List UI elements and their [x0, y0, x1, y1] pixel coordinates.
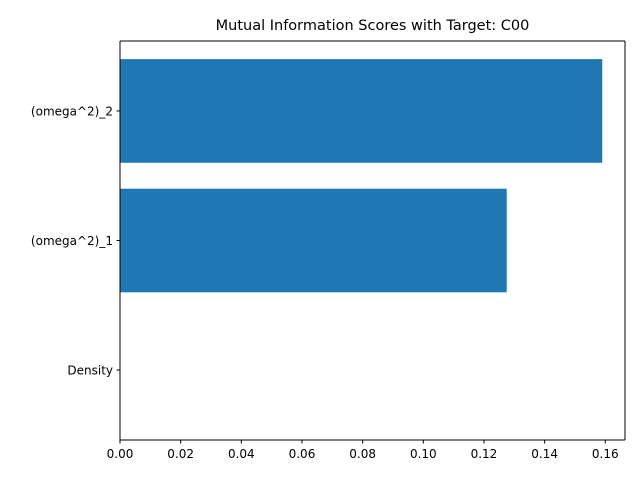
- y-tick-label: (omega^2)_2: [31, 104, 113, 118]
- bar-1: [120, 188, 507, 293]
- bar-2: [120, 59, 603, 163]
- x-tick-label: 0.14: [531, 447, 558, 461]
- x-tick-label: 0.06: [289, 447, 316, 461]
- bars-layer: [120, 59, 603, 293]
- x-tick-label: 0.08: [349, 447, 376, 461]
- y-tick-label: Density: [67, 363, 113, 377]
- x-tick-label: 0.00: [107, 447, 134, 461]
- x-tick-label: 0.16: [592, 447, 619, 461]
- x-axis-ticks: 0.00 0.02 0.04 0.06 0.08 0.10 0.12 0.14 0.16: [107, 440, 619, 461]
- x-tick-label: 0.02: [167, 447, 194, 461]
- x-tick-label: 0.04: [228, 447, 255, 461]
- chart-title: Mutual Information Scores with Target: C…: [216, 18, 530, 34]
- y-axis-ticks: Density (omega^2)_1 (omega^2)_2: [31, 104, 120, 377]
- y-tick-label: (omega^2)_1: [31, 234, 113, 248]
- x-tick-label: 0.10: [410, 447, 437, 461]
- x-tick-label: 0.12: [471, 447, 498, 461]
